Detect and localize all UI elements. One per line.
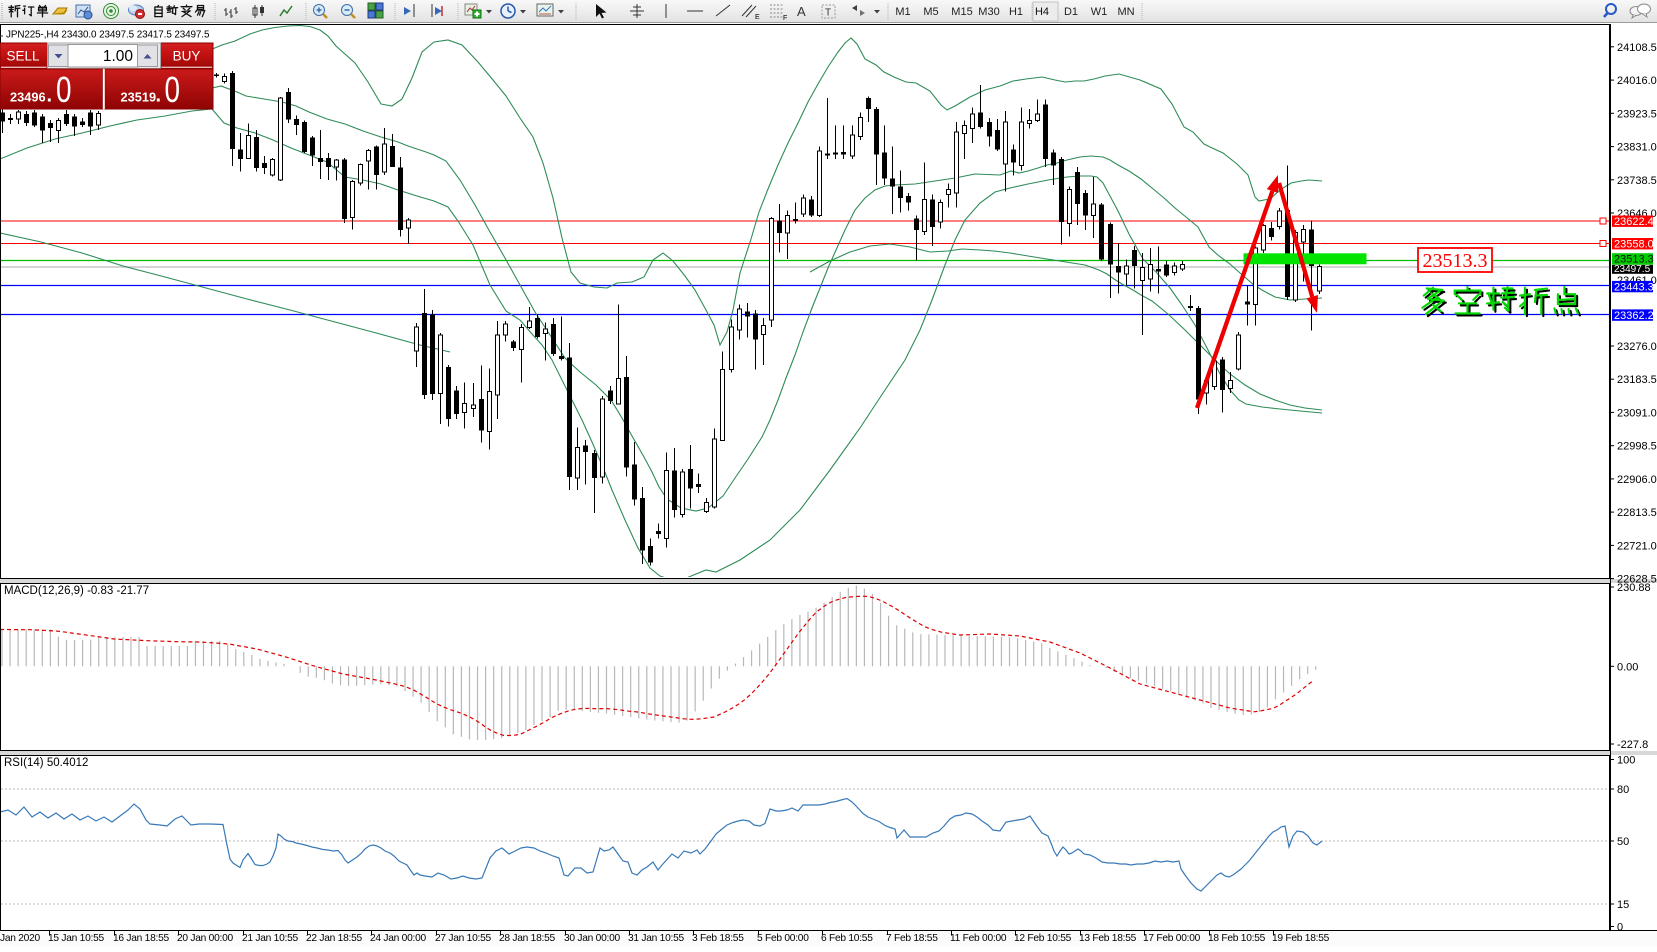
svg-text:Jan 2020: Jan 2020 — [0, 933, 41, 944]
svg-text:11 Feb 00:00: 11 Feb 00:00 — [950, 933, 1007, 944]
svg-text:7 Feb 18:55: 7 Feb 18:55 — [886, 933, 938, 944]
svg-text:100: 100 — [1617, 755, 1635, 767]
svg-text:0: 0 — [165, 69, 181, 110]
svg-text:3 Feb 18:55: 3 Feb 18:55 — [692, 933, 744, 944]
svg-text:0.00: 0.00 — [1617, 661, 1638, 673]
svg-text:28 Jan 18:55: 28 Jan 18:55 — [499, 933, 555, 944]
svg-text:50: 50 — [1617, 836, 1629, 848]
svg-text:15: 15 — [1617, 899, 1629, 911]
svg-text:21 Jan 10:55: 21 Jan 10:55 — [242, 933, 298, 944]
svg-text:W1: W1 — [1091, 6, 1108, 18]
svg-text:23183.5: 23183.5 — [1617, 374, 1657, 386]
svg-text:MACD(12,26,9) -0.83 -21.77: MACD(12,26,9) -0.83 -21.77 — [4, 585, 149, 597]
svg-text:H4: H4 — [1035, 6, 1049, 18]
svg-text:D1: D1 — [1064, 6, 1078, 18]
svg-text:22813.5: 22813.5 — [1617, 507, 1657, 519]
svg-text:16 Jan 18:55: 16 Jan 18:55 — [113, 933, 169, 944]
svg-text:13 Feb 18:55: 13 Feb 18:55 — [1079, 933, 1137, 944]
svg-text:BUY: BUY — [173, 49, 201, 64]
svg-text:24016.0: 24016.0 — [1617, 75, 1657, 87]
svg-text:MN: MN — [1117, 6, 1134, 18]
svg-text:6 Feb 10:55: 6 Feb 10:55 — [821, 933, 873, 944]
svg-text:30 Jan 00:00: 30 Jan 00:00 — [564, 933, 620, 944]
svg-text:T: T — [825, 8, 831, 19]
svg-text:A: A — [797, 4, 806, 19]
svg-text:M1: M1 — [895, 6, 910, 18]
svg-text:22906.0: 22906.0 — [1617, 474, 1657, 486]
svg-text:23443.3: 23443.3 — [1614, 281, 1654, 293]
svg-text:23362.2: 23362.2 — [1614, 310, 1654, 322]
svg-text:31 Jan 10:55: 31 Jan 10:55 — [628, 933, 684, 944]
svg-text:23496: 23496 — [10, 90, 46, 105]
svg-text:SELL: SELL — [6, 49, 40, 64]
svg-text:27 Jan 10:55: 27 Jan 10:55 — [435, 933, 491, 944]
svg-text:23558.0: 23558.0 — [1614, 238, 1654, 250]
svg-text:1.00: 1.00 — [103, 48, 134, 65]
svg-text:RSI(14) 50.4012: RSI(14) 50.4012 — [4, 757, 88, 769]
svg-text:22998.5: 22998.5 — [1617, 441, 1657, 453]
svg-text:F: F — [783, 15, 787, 22]
svg-text:5 Feb 00:00: 5 Feb 00:00 — [757, 933, 809, 944]
svg-text:22 Jan 18:55: 22 Jan 18:55 — [306, 933, 362, 944]
svg-text:M30: M30 — [978, 6, 999, 18]
svg-text:24108.5: 24108.5 — [1617, 42, 1657, 54]
svg-text:23091.0: 23091.0 — [1617, 407, 1657, 419]
svg-text:23513.3: 23513.3 — [1423, 250, 1488, 272]
svg-text:M5: M5 — [923, 6, 938, 18]
svg-text:.: . — [156, 85, 162, 107]
svg-text:23622.4: 23622.4 — [1614, 216, 1654, 228]
svg-text:-227.8: -227.8 — [1617, 739, 1648, 751]
svg-text:18 Feb 10:55: 18 Feb 10:55 — [1208, 933, 1266, 944]
svg-text:19 Feb 18:55: 19 Feb 18:55 — [1272, 933, 1330, 944]
svg-text:H1: H1 — [1009, 6, 1023, 18]
svg-text:23831.0: 23831.0 — [1617, 142, 1657, 154]
svg-text:12 Feb 10:55: 12 Feb 10:55 — [1014, 933, 1072, 944]
svg-text:22721.0: 22721.0 — [1617, 540, 1657, 552]
svg-text:E: E — [755, 14, 760, 21]
svg-text:23497.5: 23497.5 — [1614, 264, 1651, 275]
svg-text:20 Jan 00:00: 20 Jan 00:00 — [177, 933, 233, 944]
svg-text:23923.5: 23923.5 — [1617, 108, 1657, 120]
svg-text:17 Feb 00:00: 17 Feb 00:00 — [1143, 933, 1201, 944]
svg-text:15 Jan 10:55: 15 Jan 10:55 — [48, 933, 104, 944]
svg-text:23738.5: 23738.5 — [1617, 175, 1657, 187]
svg-text:M15: M15 — [951, 6, 972, 18]
svg-text:0: 0 — [56, 69, 72, 110]
svg-text:80: 80 — [1617, 784, 1629, 796]
svg-text:24 Jan 00:00: 24 Jan 00:00 — [370, 933, 426, 944]
svg-text:JPN225-,H4 23430.0 23497.5 23: JPN225-,H4 23430.0 23497.5 23417.5 23497… — [6, 30, 210, 41]
svg-text:230.88: 230.88 — [1617, 582, 1651, 594]
svg-text:23276.0: 23276.0 — [1617, 341, 1657, 353]
svg-text:23519: 23519 — [121, 90, 157, 105]
svg-text:.: . — [47, 85, 53, 107]
